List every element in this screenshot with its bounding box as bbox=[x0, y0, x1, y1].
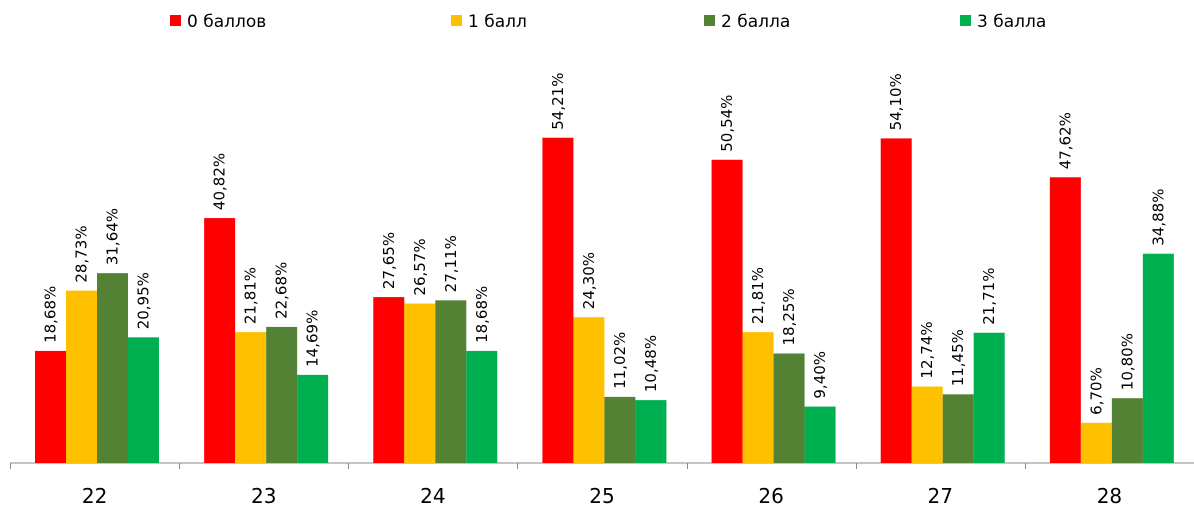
value-label: 22,68% bbox=[273, 262, 291, 319]
value-label: 26,57% bbox=[411, 238, 429, 295]
x-tick-label: 26 bbox=[758, 484, 783, 506]
bar bbox=[1080, 422, 1112, 463]
bar bbox=[635, 400, 667, 463]
bar bbox=[773, 353, 805, 463]
bar bbox=[604, 396, 636, 463]
legend-swatch bbox=[451, 15, 462, 26]
value-label: 9,40% bbox=[811, 351, 829, 399]
value-label: 47,62% bbox=[1056, 112, 1074, 169]
value-label: 50,54% bbox=[718, 95, 736, 152]
value-label: 18,25% bbox=[780, 288, 798, 345]
bar bbox=[542, 137, 574, 464]
value-label: 10,48% bbox=[642, 335, 660, 392]
bar bbox=[1111, 398, 1143, 463]
x-tick-label: 28 bbox=[1097, 484, 1122, 506]
value-label: 24,30% bbox=[580, 252, 598, 309]
bar bbox=[880, 138, 912, 463]
value-label: 14,69% bbox=[304, 310, 322, 367]
bar bbox=[97, 273, 128, 463]
x-tick-label: 22 bbox=[82, 484, 107, 506]
bar bbox=[204, 218, 236, 463]
value-label: 40,82% bbox=[211, 153, 229, 210]
bar bbox=[573, 317, 605, 463]
value-label: 21,71% bbox=[980, 268, 998, 325]
legend-swatch bbox=[170, 15, 181, 26]
legend-label: 2 балла bbox=[721, 12, 790, 32]
x-tick-label: 23 bbox=[251, 484, 276, 506]
bar bbox=[404, 303, 436, 463]
legend-label: 3 балла bbox=[977, 12, 1046, 32]
bar bbox=[373, 297, 405, 463]
value-label: 11,02% bbox=[611, 332, 629, 389]
legend-swatch bbox=[960, 15, 971, 26]
bar bbox=[911, 386, 943, 463]
value-label: 18,68% bbox=[473, 286, 491, 343]
bar bbox=[711, 159, 743, 463]
bar bbox=[742, 332, 774, 463]
x-tick-label: 27 bbox=[928, 484, 953, 506]
bar bbox=[942, 394, 974, 463]
value-label: 28,73% bbox=[73, 225, 91, 282]
value-label: 21,81% bbox=[749, 267, 767, 324]
value-label: 21,81% bbox=[242, 267, 260, 324]
value-label: 20,95% bbox=[135, 272, 153, 329]
bar bbox=[66, 290, 97, 463]
value-label: 12,74% bbox=[918, 321, 936, 378]
x-tick-label: 24 bbox=[420, 484, 445, 506]
legend-swatch bbox=[704, 15, 715, 26]
value-label: 31,64% bbox=[104, 208, 122, 265]
value-label: 6,70% bbox=[1087, 367, 1105, 415]
bar bbox=[973, 332, 1005, 463]
bar bbox=[466, 350, 498, 463]
bar bbox=[297, 374, 329, 463]
bar bbox=[1049, 177, 1081, 463]
bar bbox=[128, 337, 159, 463]
value-label: 11,45% bbox=[949, 329, 967, 386]
bar bbox=[35, 350, 66, 463]
legend-label: 0 баллов bbox=[187, 12, 266, 32]
x-tick-label: 25 bbox=[589, 484, 614, 506]
bar bbox=[435, 300, 467, 463]
value-label: 27,11% bbox=[442, 235, 460, 292]
value-label: 54,21% bbox=[549, 73, 567, 130]
value-label: 18,68% bbox=[42, 286, 60, 343]
legend-label: 1 балл bbox=[468, 12, 527, 32]
value-label: 54,10% bbox=[887, 73, 905, 130]
value-label: 10,80% bbox=[1118, 333, 1136, 390]
bar bbox=[1142, 253, 1174, 463]
bar bbox=[804, 406, 836, 463]
value-label: 34,88% bbox=[1149, 189, 1167, 246]
bar bbox=[235, 332, 267, 463]
bar bbox=[266, 326, 298, 463]
value-label: 27,65% bbox=[380, 232, 398, 289]
